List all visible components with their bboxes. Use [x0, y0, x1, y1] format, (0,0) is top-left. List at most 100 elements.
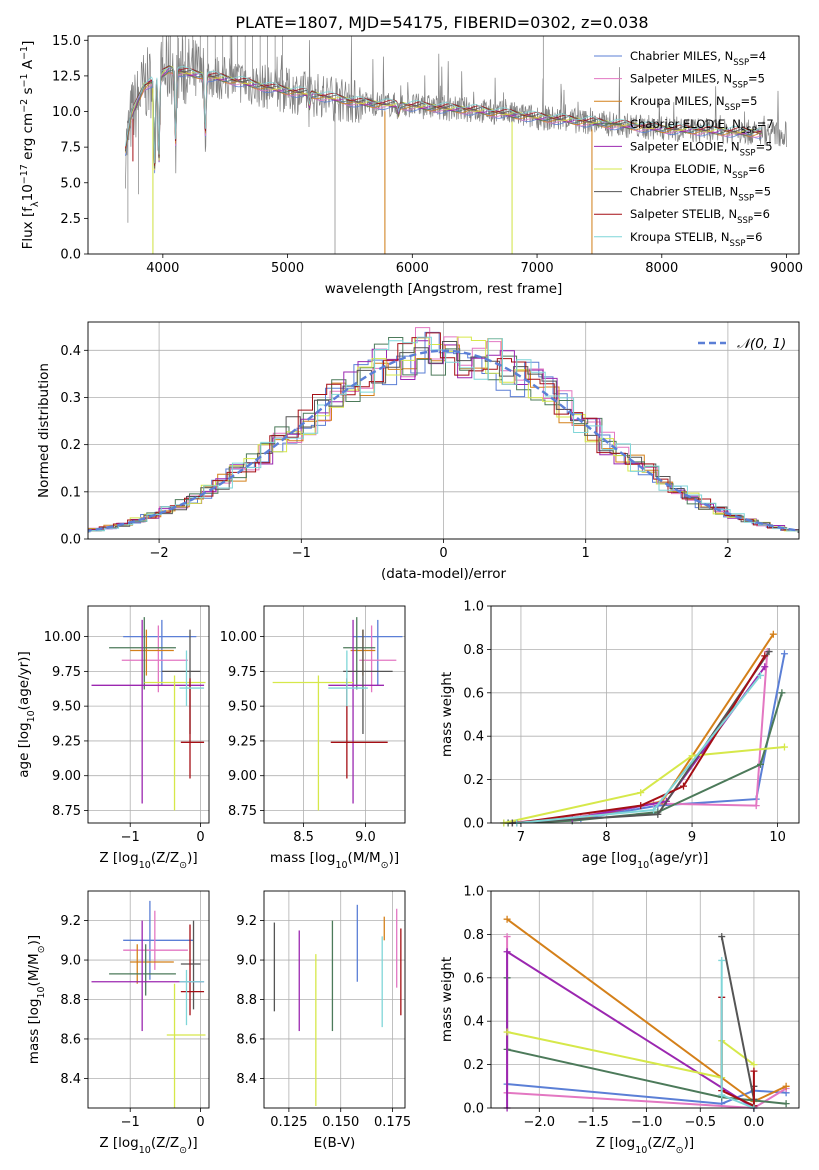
- point-marker: [503, 915, 511, 923]
- legend-subscript: SSP: [740, 148, 756, 158]
- y-axis-label: Flux [fλ10−17 erg cm−2 s−1 A−1]: [19, 41, 41, 250]
- x-tick-label: 0: [439, 546, 447, 561]
- x-axis-label: E(B-V): [314, 1135, 356, 1151]
- y-tick-label: 9.50: [52, 700, 81, 715]
- legend-text: Kroupa ELODIE, N: [630, 162, 732, 176]
- point-marker: [688, 752, 696, 760]
- histogram-plot: [88, 327, 799, 534]
- label-part: (M/M: [348, 850, 381, 866]
- weight-line-salp_elodie: [512, 666, 766, 824]
- x-tick-label: −1: [292, 546, 311, 561]
- x-tick-label: 0: [196, 1115, 204, 1130]
- x-tick-label: 10: [769, 830, 786, 845]
- model-spectrum-krou_elodie: [124, 65, 762, 171]
- x-tick-label: 1: [582, 546, 590, 561]
- legend-label-krou_stelib: Kroupa STELIB, NSSP=6: [630, 230, 762, 249]
- label-part: ⊙: [179, 860, 187, 871]
- y-tick-label: 5.0: [60, 176, 81, 191]
- label-part: (age/yr)]: [16, 651, 32, 710]
- x-tick-label: −1: [121, 830, 140, 845]
- weight-line-krou_elodie: [503, 746, 785, 824]
- point-marker: [650, 806, 658, 814]
- y-tick-label: 0.8: [463, 928, 484, 943]
- label-part: age [log: [16, 722, 32, 777]
- x-tick-label: 0.0: [744, 1115, 765, 1130]
- y-tick-label: 8.6: [60, 1032, 81, 1047]
- legend-subscript: SSP: [741, 126, 757, 136]
- legend-subscript: SSP: [733, 58, 749, 68]
- y-tick-label: 8.4: [60, 1072, 81, 1087]
- legend-text: Chabrier MILES, N: [630, 49, 733, 63]
- point-marker: [503, 933, 511, 941]
- weight-line-salp_stelib: [516, 655, 766, 824]
- x-tick-label: 8: [602, 830, 610, 845]
- legend-text: Salpeter ELODIE, N: [630, 139, 740, 153]
- legend-text: Salpeter MILES, N: [630, 72, 732, 86]
- figure-title: PLATE=1807, MJD=54175, FIBERID=0302, z=0…: [235, 13, 648, 32]
- weight-line-krou_miles: [512, 633, 775, 824]
- y-axis-label: age [log10(age/yr)]: [16, 651, 37, 777]
- x-tick-label: 0.150: [322, 1115, 359, 1130]
- x-tick-label: 4000: [146, 261, 179, 276]
- point-marker: [654, 810, 662, 818]
- label-part: s: [20, 87, 36, 98]
- model-spectrum-salp_miles: [124, 72, 762, 171]
- point-marker: [757, 671, 764, 679]
- axes-frame: [87, 605, 210, 824]
- y-axis-label: mass [log10(M/M⊙)]: [26, 935, 47, 1064]
- x-tick-label: 6000: [396, 261, 429, 276]
- y-tick-label: 10.00: [220, 630, 257, 645]
- y-tick-label: 8.75: [228, 804, 257, 819]
- legend-subscript: SSP: [730, 239, 746, 249]
- point-marker: [503, 948, 511, 956]
- weight-line-salp_miles: [508, 651, 769, 824]
- y-tick-label: 10.00: [44, 630, 81, 645]
- x-axis-label: Z [log10(Z/Z⊙)]: [99, 850, 197, 871]
- legend-subscript: SSP: [732, 171, 748, 181]
- x-tick-label: 8000: [645, 261, 678, 276]
- y-axis-label: Normed distribution: [36, 363, 52, 498]
- y-tick-label: 0.2: [463, 773, 484, 788]
- legend-text: Salpeter STELIB, N: [630, 207, 737, 221]
- y-tick-label: 9.2: [60, 914, 81, 929]
- legend-text: Chabrier ELODIE, N: [630, 117, 741, 131]
- x-tick-label: 0: [196, 830, 204, 845]
- x-tick-label: 9.0: [355, 830, 376, 845]
- label-part: mass [log: [26, 999, 42, 1065]
- point-marker: [718, 933, 726, 941]
- gaussian-curve: [88, 349, 799, 532]
- point-marker: [757, 760, 764, 768]
- label-part: −2: [19, 99, 30, 113]
- model-spectrum-chab_elodie: [124, 69, 762, 169]
- label-part: λ: [30, 201, 41, 207]
- label-part: 10: [335, 860, 347, 871]
- spectrum-plot: [124, 36, 787, 254]
- point-marker: [637, 802, 645, 810]
- point-marker: [750, 1067, 758, 1075]
- weight-line-krou_elodie: [506, 1031, 755, 1079]
- x-tick-label: −1.5: [577, 1115, 609, 1130]
- label-part: )]: [389, 850, 400, 866]
- y-tick-label: 10.0: [52, 105, 81, 120]
- y-tick-label: 7.5: [60, 141, 81, 156]
- residuals-panel: −2 −1 0 1 2 0.0 0.1 0.2 0.3 0.4 (data-model)/error…: [36, 321, 800, 582]
- histogram-krou_stelib: [88, 336, 799, 533]
- label-part: Z [log: [596, 1135, 635, 1151]
- y-tick-label: 9.00: [228, 769, 257, 784]
- y-tick-label: 0.6: [463, 686, 484, 701]
- label-part: ⊙: [676, 1145, 684, 1156]
- legend-subscript: SSP: [725, 103, 741, 113]
- legend-label-chab_miles: Chabrier MILES, NSSP=4: [630, 49, 766, 68]
- legend-suffix: =4: [749, 49, 766, 63]
- y-axis-label: mass weight: [439, 957, 455, 1042]
- axes-frame: [490, 605, 800, 824]
- model-spectrum-salp_stelib: [124, 66, 762, 166]
- weight-line-krou_stelib: [720, 960, 755, 1109]
- point-marker: [761, 663, 769, 671]
- x-tick-label: 0.125: [270, 1115, 307, 1130]
- legend-text: Chabrier STELIB, N: [630, 185, 738, 199]
- label-part: (M/M: [26, 953, 42, 986]
- y-tick-label: 0.8: [463, 643, 484, 658]
